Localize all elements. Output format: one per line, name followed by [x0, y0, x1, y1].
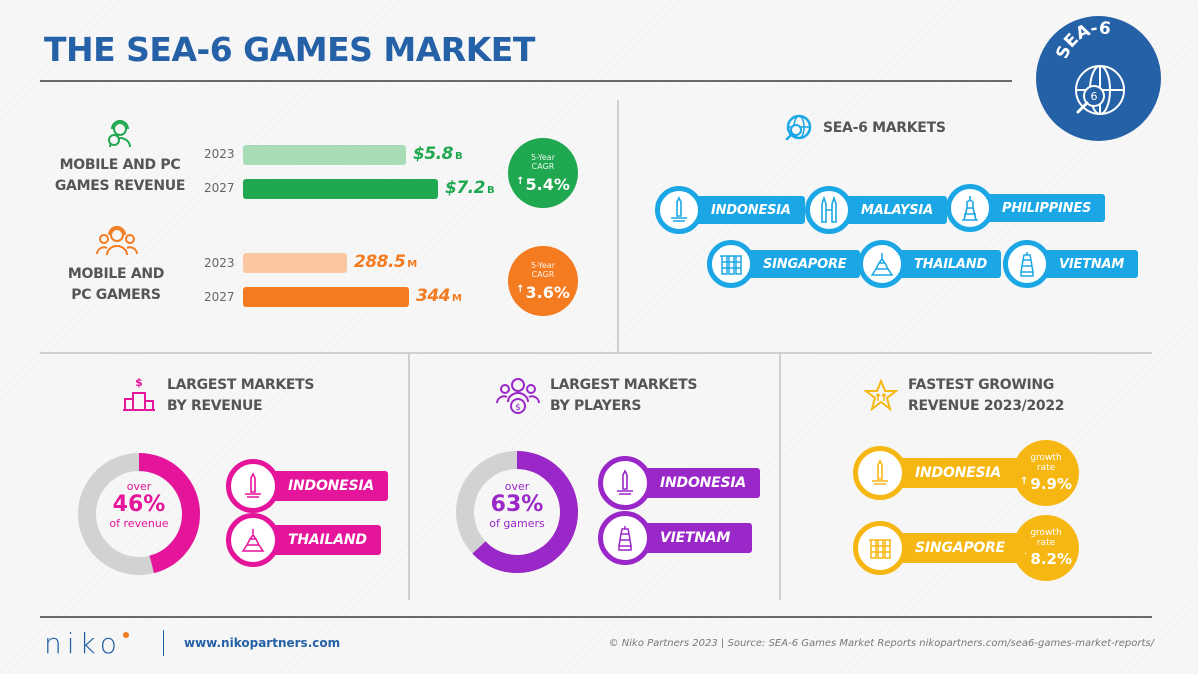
gamers-bar-2023 — [243, 253, 347, 273]
arrow-up-icon: ↑ — [1020, 476, 1029, 487]
thai-temple-icon — [858, 240, 906, 288]
logo-dot-icon: ● — [121, 627, 131, 643]
gamers-year-2023: 2023 — [204, 256, 235, 270]
thai-temple-icon — [226, 513, 280, 567]
players-donut-chart: over 63% of gamers — [455, 450, 579, 574]
gamers-year-2027: 2027 — [204, 290, 235, 304]
badge-number: 6 — [1091, 90, 1098, 103]
globe-search-icon: SEA-6 6 — [1052, 18, 1125, 115]
players-pill-vietnam: VIETNAM — [598, 511, 753, 565]
gamers-value-2027: 344 M — [416, 286, 462, 306]
market-pill-vietnam: VIETNAM — [1003, 240, 1139, 288]
petronas-towers-icon — [805, 186, 853, 234]
footer-divider — [40, 616, 1152, 618]
market-pill-malaysia: MALAYSIA — [805, 186, 947, 234]
niko-logo: niko● — [44, 627, 131, 660]
revenue-bar-2023 — [243, 145, 406, 165]
page-title: THE SEA-6 GAMES MARKET — [44, 30, 535, 69]
revenue-bar-2027 — [243, 179, 438, 199]
website-link[interactable]: www.nikopartners.com — [184, 636, 341, 650]
arrow-up-icon: ↑ — [516, 175, 525, 187]
headset-money-icon — [106, 120, 132, 152]
market-pill-indonesia: INDONESIA — [655, 186, 805, 234]
horizontal-divider-middle — [40, 352, 1152, 354]
star-arrows-icon — [863, 378, 899, 415]
revenue-cagr-badge: 5-Year CAGR ↑5.4% — [508, 138, 578, 208]
pagoda-icon — [1003, 240, 1051, 288]
marina-bay-sands-icon — [707, 240, 755, 288]
revenue-year-2023: 2023 — [204, 147, 235, 161]
market-pill-philippines: PHILIPPINES — [946, 184, 1106, 232]
gamers-group-icon — [96, 226, 138, 260]
source-credit: © Niko Partners 2023 | Source: SEA-6 Gam… — [608, 638, 1154, 649]
gamers-value-2023: 288.5 M — [354, 252, 417, 272]
logo-separator — [163, 630, 164, 656]
revenue-pill-thailand: THAILAND — [226, 513, 381, 567]
revenue-value-2027: $7.2 B — [445, 178, 495, 198]
growth-rate-singapore: growth rate ↑8.2% — [1013, 515, 1079, 581]
growth-pill-indonesia: INDONESIA — [853, 446, 1022, 500]
svg-text:$: $ — [135, 376, 143, 389]
largest-revenue-title: LARGEST MARKETS BY REVENUE — [167, 377, 315, 414]
gamers-cagr-badge: 5-Year CAGR ↑3.6% — [508, 246, 578, 316]
monas-monument-icon — [598, 456, 652, 510]
revenue-donut-chart: over 46% of revenue — [77, 452, 201, 576]
podium-dollar-icon: $ — [122, 375, 156, 415]
revenue-donut-label: over 46% of revenue — [109, 480, 169, 530]
church-tower-icon — [946, 184, 994, 232]
badge-text: SEA-6 — [1052, 18, 1111, 62]
revenue-value-2023: $5.8 B — [413, 144, 463, 164]
revenue-label: MOBILE AND PC GAMES REVENUE — [54, 157, 186, 194]
players-coin-icon: $ — [496, 376, 540, 418]
sea6-badge: SEA-6 6 — [1036, 16, 1161, 141]
marina-bay-sands-icon — [853, 521, 907, 575]
revenue-year-2027: 2027 — [204, 181, 235, 195]
gamers-bar-2027 — [243, 287, 409, 307]
markets-header: SEA-6 MARKETS — [783, 113, 946, 143]
pagoda-icon — [598, 511, 652, 565]
monas-monument-icon — [853, 446, 907, 500]
svg-text:SEA-6: SEA-6 — [1052, 18, 1111, 62]
monas-monument-icon — [226, 459, 280, 513]
globe-search-icon — [785, 114, 812, 141]
growth-rate-indonesia: growth rate ↑ 9.9% — [1013, 440, 1079, 506]
markets-title: SEA-6 MARKETS — [823, 119, 946, 136]
gamers-label: MOBILE AND PC GAMERS — [67, 266, 165, 303]
fastest-growing-title: FASTEST GROWING REVENUE 2023/2022 — [908, 377, 1065, 414]
svg-text:$: $ — [515, 403, 521, 413]
arrow-up-icon: ↑ — [516, 283, 525, 295]
largest-players-title: LARGEST MARKETS BY PLAYERS — [550, 377, 698, 414]
revenue-pill-indonesia: INDONESIA — [226, 459, 389, 513]
title-divider — [40, 80, 1012, 82]
players-pill-indonesia: INDONESIA — [598, 456, 761, 510]
market-pill-singapore: SINGAPORE — [707, 240, 861, 288]
vertical-divider-top — [617, 100, 619, 352]
vertical-divider-bottom-left — [408, 352, 410, 600]
market-pill-thailand: THAILAND — [858, 240, 1002, 288]
monas-monument-icon — [655, 186, 703, 234]
growth-pill-singapore: SINGAPORE — [853, 521, 1026, 575]
vertical-divider-bottom-right — [779, 352, 781, 600]
players-donut-label: over 63% of gamers — [489, 480, 545, 530]
